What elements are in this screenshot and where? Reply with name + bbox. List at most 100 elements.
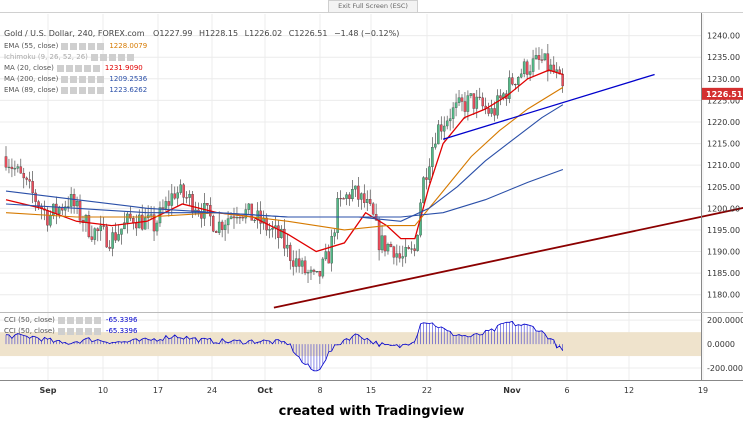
candle-body [28, 179, 31, 182]
candle-body [114, 232, 117, 241]
candle [431, 137, 434, 176]
candle [345, 192, 348, 206]
legend-label: Ichimoku (9, 26, 52, 26) [4, 53, 88, 61]
legend-value: 1209.2536 [109, 75, 148, 83]
series-line-ema-89-close- [5, 104, 564, 222]
candle [511, 73, 514, 86]
candle-body [534, 55, 538, 59]
candle [368, 189, 372, 206]
candle [454, 93, 458, 117]
x-tick-label: 6 [564, 386, 569, 395]
candle [522, 58, 526, 78]
candle [472, 93, 476, 115]
candle-body [185, 197, 188, 199]
ohlc-change: −1.48 (−0.12%) [333, 29, 400, 38]
candle [173, 186, 177, 200]
candle [478, 87, 482, 100]
candle-body [120, 228, 123, 235]
candle-body [371, 203, 375, 215]
candle-body [155, 222, 159, 232]
candle [271, 220, 274, 238]
candle-body [469, 93, 473, 96]
candle-body [365, 199, 369, 203]
x-tick-label: 10 [98, 386, 108, 395]
cci-legend-1[interactable]: CCI (50, close) -65.3396 [4, 316, 137, 324]
candle-body [229, 216, 233, 219]
y-tick-label: 1200.00 [707, 204, 740, 213]
candle-body [413, 248, 416, 251]
candle-body [395, 253, 399, 258]
legend-buttons[interactable] [61, 42, 106, 50]
legend-buttons[interactable] [61, 75, 106, 83]
candle-body [277, 225, 280, 238]
candle [90, 225, 94, 243]
y-tick-label: 1195.00 [707, 226, 740, 235]
candle-body [289, 244, 292, 261]
legend-ma20[interactable]: MA (20, close) 1231.9090 [4, 64, 143, 72]
candle [363, 184, 366, 208]
candle-body [170, 193, 174, 206]
candle [135, 214, 138, 236]
legend-ichimoku[interactable]: Ichimoku (9, 26, 52, 26) [4, 53, 135, 61]
candle-body [7, 166, 11, 168]
legend-buttons[interactable] [61, 86, 106, 94]
candle [123, 212, 126, 230]
candle-body [300, 260, 304, 267]
candle [214, 230, 218, 233]
candle [105, 223, 108, 248]
candle-body [377, 220, 381, 251]
candle [291, 250, 295, 276]
current-price-label: 1226.51 [706, 90, 743, 99]
candle-body [460, 97, 464, 102]
legend-buttons[interactable] [57, 327, 102, 335]
exit-fullscreen-button[interactable]: Exit Full Screen (ESC) [328, 0, 418, 13]
candle-body [348, 194, 351, 200]
series-line-ema-55-close- [5, 86, 564, 231]
candle-body [380, 235, 384, 251]
candle-body [75, 200, 79, 207]
candle [238, 214, 242, 225]
candle [300, 257, 304, 275]
candle [286, 234, 289, 258]
legend-value: 1231.9090 [104, 64, 143, 72]
legend-ma200[interactable]: MA (200, close) 1209.2536 [4, 75, 147, 83]
candle-body [238, 217, 242, 219]
candle [531, 49, 535, 78]
x-tick-label: 19 [698, 386, 708, 395]
y-tick-label: 1220.00 [707, 118, 740, 127]
legend-value: 1228.0079 [109, 42, 148, 50]
candle-body [351, 189, 354, 200]
candle [425, 168, 428, 190]
candle [289, 242, 292, 270]
cci-legend-2[interactable]: CCI (50, close) -65.3396 [4, 327, 137, 335]
legend-ema55[interactable]: EMA (55, close) 1228.0079 [4, 42, 147, 50]
candle [253, 219, 256, 224]
candle-body [173, 193, 177, 199]
candle [170, 183, 174, 216]
candle-body [398, 253, 402, 259]
legend-label: MA (200, close) [4, 75, 59, 83]
candle-body [19, 166, 23, 174]
legend-ema89[interactable]: EMA (89, close) 1223.6262 [4, 86, 147, 94]
candle [280, 225, 283, 239]
candle-body [425, 177, 428, 180]
candle [383, 235, 387, 257]
candle-body [217, 221, 221, 233]
legend-buttons[interactable] [90, 53, 135, 61]
candle-body [247, 203, 251, 210]
candle [164, 196, 168, 211]
candle [499, 89, 502, 106]
candle-body [472, 93, 476, 109]
legend-buttons[interactable] [56, 64, 101, 72]
candle-body [416, 234, 419, 251]
legend-label: EMA (55, close) [4, 42, 59, 50]
candle-body [66, 206, 70, 208]
legend-buttons[interactable] [57, 316, 102, 324]
candle [37, 199, 40, 211]
candle [28, 171, 31, 189]
series-line-ma-20-close- [5, 69, 564, 253]
candle-body [129, 213, 132, 219]
candle [451, 102, 455, 129]
candle-body [164, 201, 168, 209]
candle [212, 214, 215, 233]
